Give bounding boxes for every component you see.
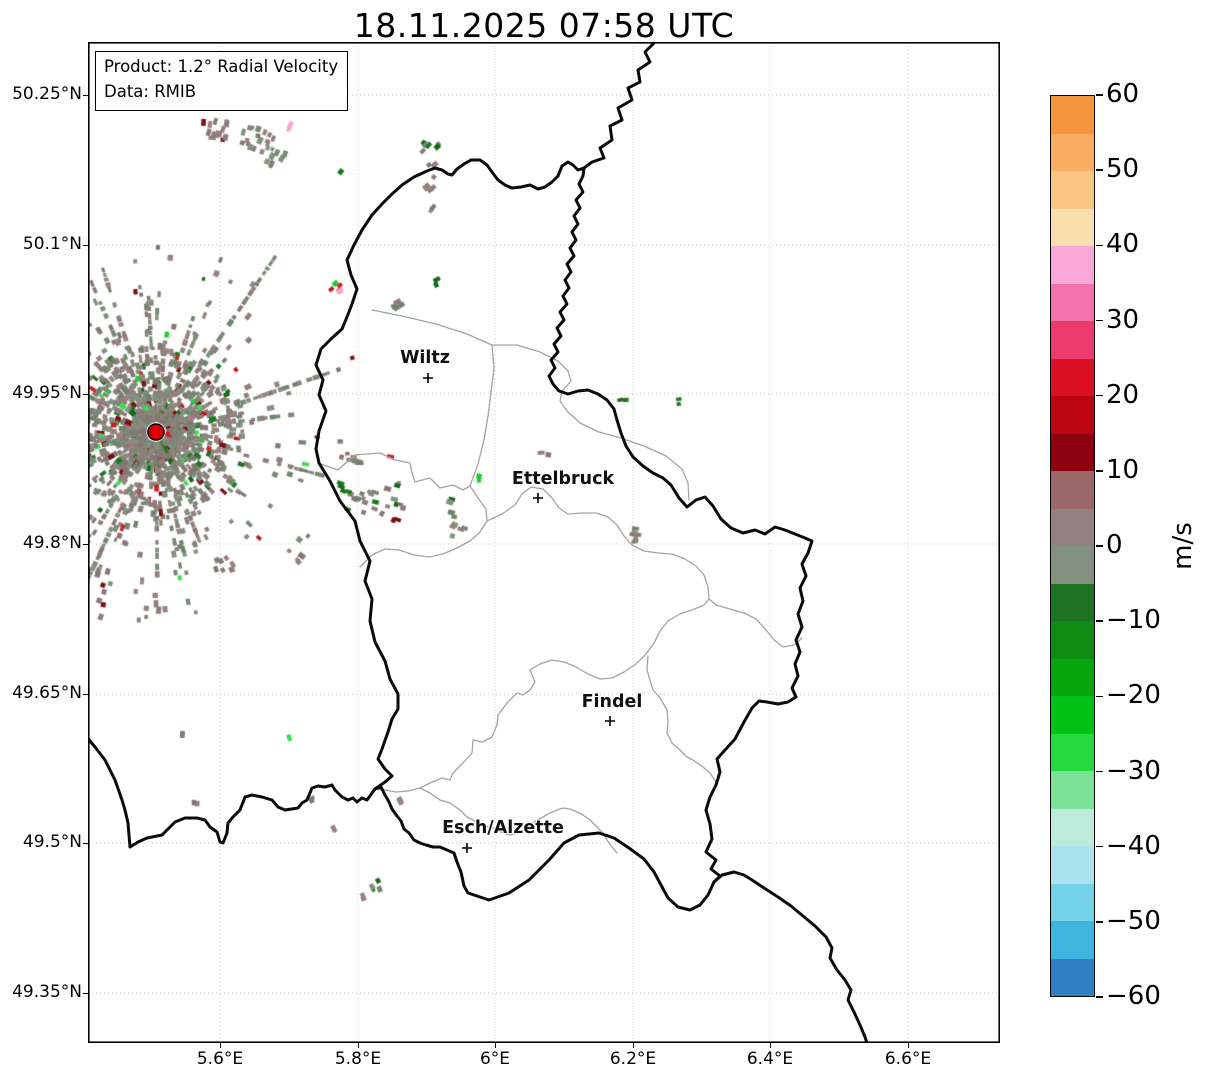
- city-label: Wiltz: [400, 348, 450, 368]
- y-tick-mark: [83, 992, 88, 994]
- y-tick-label: 49.95°N: [12, 383, 82, 403]
- colorbar-band: [1051, 358, 1094, 396]
- colorbar-tick-label: 60: [1106, 79, 1140, 109]
- colorbar-band: [1051, 621, 1094, 659]
- product-line: Product: 1.2° Radial Velocity: [104, 57, 339, 76]
- x-tick-mark: [907, 1043, 909, 1048]
- borders-layer: [88, 42, 1000, 1043]
- colorbar-band: [1051, 583, 1094, 621]
- colorbar-tick-mark: [1096, 169, 1103, 171]
- colorbar-tick-mark: [1096, 996, 1103, 998]
- colorbar-tick-mark: [1096, 319, 1103, 322]
- colorbar-tick-mark: [1096, 695, 1103, 698]
- city-marker: [533, 493, 543, 503]
- colorbar-tick-mark: [1096, 94, 1103, 96]
- y-tick-label: 50.25°N: [12, 84, 82, 104]
- map-plot-area: Wiltz Ettelbruck Findel Esch/Alzette Produc…: [88, 42, 1000, 1043]
- colorbar-band: [1051, 658, 1094, 696]
- colorbar-tick-label: 20: [1106, 379, 1140, 410]
- x-tick-label: 6.2°E: [609, 1049, 657, 1069]
- x-tick-label: 6.6°E: [884, 1049, 932, 1069]
- colorbar-tick-label: 50: [1106, 154, 1140, 185]
- x-tick-mark: [357, 1043, 359, 1048]
- colorbar-tick-mark: [1096, 394, 1103, 397]
- colorbar-tick-mark: [1096, 244, 1103, 247]
- x-tick-mark: [769, 1043, 771, 1048]
- colorbar-band: [1051, 321, 1094, 359]
- x-tick-label: 6°E: [479, 1049, 511, 1069]
- colorbar-tick-mark: [1096, 545, 1103, 547]
- velocity-colorbar: [1050, 95, 1095, 997]
- y-tick-label: 49.5°N: [22, 832, 82, 852]
- colorbar-band: [1051, 471, 1094, 509]
- colorbar-band: [1051, 96, 1094, 134]
- colorbar-tick-label: −30: [1106, 755, 1161, 786]
- colorbar-tick-label: −50: [1106, 905, 1161, 936]
- colorbar-tick-label: 0: [1106, 530, 1123, 560]
- colorbar-tick-mark: [1096, 845, 1103, 848]
- x-tick-label: 6.4°E: [746, 1049, 794, 1069]
- colorbar-band: [1051, 921, 1094, 959]
- colorbar-tick-label: 40: [1106, 229, 1140, 260]
- city-marker: [423, 373, 433, 383]
- city-label: Esch/Alzette: [442, 818, 564, 838]
- x-tick-label: 5.8°E: [334, 1049, 382, 1069]
- y-tick-label: 50.1°N: [22, 234, 82, 254]
- y-tick-mark: [83, 842, 88, 844]
- radar-velocity-field: [88, 42, 1000, 1043]
- y-tick-mark: [83, 244, 88, 246]
- y-tick-label: 49.8°N: [22, 533, 82, 553]
- y-tick-mark: [83, 693, 88, 695]
- colorbar-tick-mark: [1096, 921, 1103, 923]
- city-marker: [605, 716, 615, 726]
- colorbar-tick-mark: [1096, 470, 1103, 472]
- radar-site-dot: [147, 423, 165, 441]
- colorbar-tick-label: −10: [1106, 605, 1161, 636]
- x-tick-mark: [219, 1043, 221, 1048]
- colorbar-band: [1051, 433, 1094, 471]
- colorbar-band: [1051, 508, 1094, 546]
- y-tick-mark: [83, 393, 88, 395]
- colorbar-tick-label: −20: [1106, 680, 1161, 711]
- colorbar-tick-label: −40: [1106, 830, 1161, 861]
- colorbar-band: [1051, 958, 1094, 996]
- y-tick-mark: [83, 543, 88, 545]
- x-tick-label: 5.6°E: [196, 1049, 244, 1069]
- colorbar-tick-mark: [1096, 770, 1103, 773]
- colorbar-unit-label: m/s: [1168, 522, 1198, 570]
- colorbar-tick-label: 10: [1106, 454, 1140, 485]
- colorbar-band: [1051, 208, 1094, 246]
- colorbar-band: [1051, 733, 1094, 771]
- y-tick-label: 49.35°N: [12, 982, 82, 1002]
- colorbar-band: [1051, 171, 1094, 209]
- colorbar-band: [1051, 246, 1094, 284]
- colorbar-band: [1051, 396, 1094, 434]
- product-info-box: Product: 1.2° Radial Velocity Data: RMIB: [95, 51, 349, 111]
- colorbar-band: [1051, 771, 1094, 809]
- colorbar-tick-label: 30: [1106, 304, 1140, 335]
- x-tick-mark: [494, 1043, 496, 1048]
- colorbar-tick-mark: [1096, 620, 1103, 622]
- colorbar-band: [1051, 696, 1094, 734]
- data-source-line: Data: RMIB: [104, 81, 197, 101]
- x-tick-mark: [632, 1043, 634, 1048]
- colorbar-band: [1051, 846, 1094, 884]
- city-marker: [462, 843, 472, 853]
- city-label: Findel: [581, 692, 643, 712]
- colorbar-band: [1051, 283, 1094, 321]
- page-title: 18.11.2025 07:58 UTC: [353, 6, 735, 45]
- y-tick-mark: [83, 94, 88, 96]
- colorbar-band: [1051, 808, 1094, 846]
- colorbar-tick-label: −60: [1106, 981, 1161, 1011]
- y-tick-label: 49.65°N: [12, 683, 82, 703]
- city-label: Ettelbruck: [511, 469, 615, 489]
- colorbar-band: [1051, 883, 1094, 921]
- colorbar-band: [1051, 133, 1094, 171]
- colorbar-band: [1051, 546, 1094, 584]
